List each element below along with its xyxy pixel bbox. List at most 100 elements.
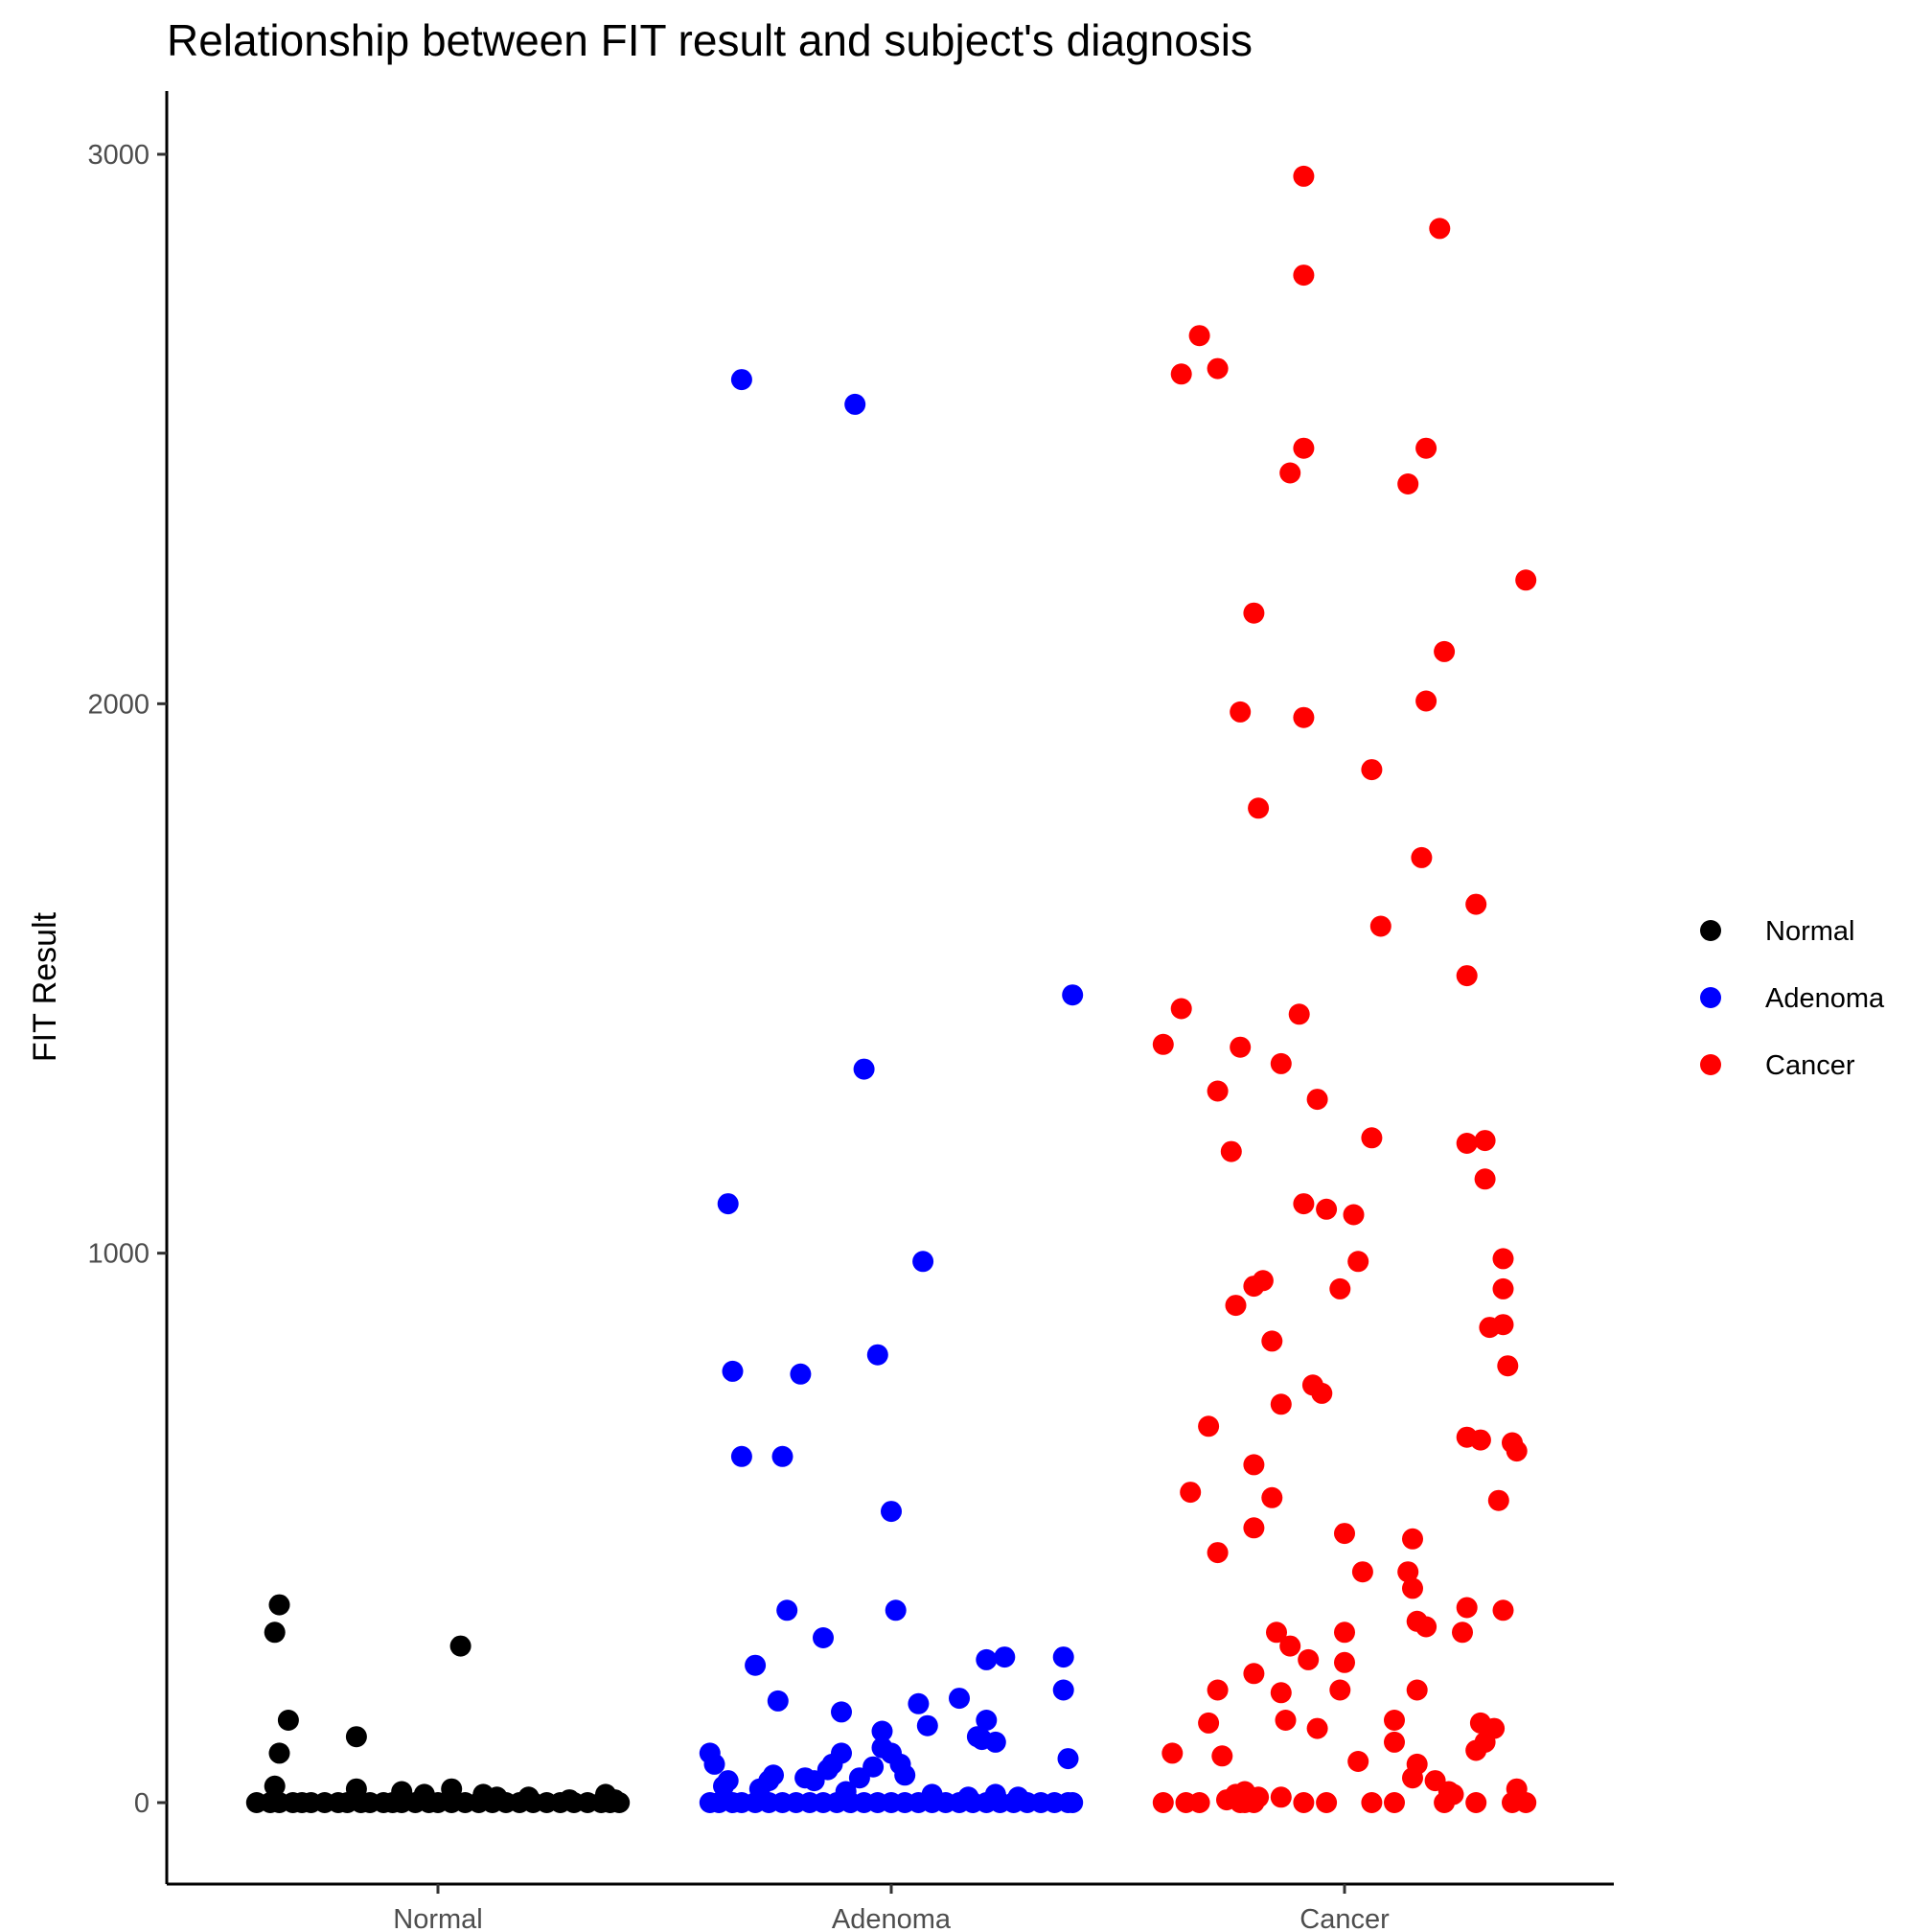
data-point-cancer xyxy=(1515,1792,1537,1813)
data-point-cancer xyxy=(1411,846,1433,868)
data-point-cancer xyxy=(1243,1792,1265,1813)
data-point-cancer xyxy=(1207,1080,1229,1102)
data-point-cancer xyxy=(1270,1786,1292,1808)
data-point-normal xyxy=(559,1789,581,1811)
data-point-cancer xyxy=(1492,1277,1514,1300)
data-point-cancer xyxy=(1288,1003,1310,1025)
data-point-normal xyxy=(441,1778,463,1800)
data-point-adenoma xyxy=(730,1445,752,1467)
data-point-cancer xyxy=(1230,1036,1252,1058)
data-point-cancer xyxy=(1293,165,1315,187)
data-point-cancer xyxy=(1384,1792,1405,1813)
data-point-adenoma xyxy=(984,1731,1006,1753)
data-point-cancer xyxy=(1152,1033,1174,1055)
data-point-cancer xyxy=(1279,462,1301,484)
data-point-cancer xyxy=(1243,1454,1265,1476)
data-point-adenoma xyxy=(771,1445,794,1467)
data-point-cancer xyxy=(1152,1792,1174,1813)
data-point-adenoma xyxy=(966,1726,988,1748)
data-point-normal xyxy=(486,1786,508,1808)
data-point-cancer xyxy=(1487,1489,1509,1511)
data-point-cancer xyxy=(1497,1355,1519,1377)
data-point-cancer xyxy=(1198,1415,1220,1438)
data-point-cancer xyxy=(1456,965,1478,987)
data-point-adenoma xyxy=(794,1767,816,1789)
data-point-cancer xyxy=(1207,1542,1229,1564)
data-point-normal xyxy=(604,1789,626,1811)
data-point-cancer xyxy=(1334,1523,1355,1545)
data-point-cancer xyxy=(1343,1204,1365,1226)
data-point-normal xyxy=(449,1635,472,1657)
data-point-adenoma xyxy=(1062,984,1084,1006)
data-point-cancer xyxy=(1243,1663,1265,1685)
data-point-cancer xyxy=(1361,1127,1383,1149)
data-point-adenoma xyxy=(853,1058,875,1080)
data-point-cancer xyxy=(1456,1133,1478,1154)
data-point-cancer xyxy=(1225,1295,1247,1317)
legend-key-adenoma xyxy=(1700,987,1721,1008)
data-point-normal xyxy=(268,1594,290,1616)
data-point-cancer xyxy=(1492,1248,1514,1270)
y-tick-label: 1000 xyxy=(87,1239,150,1270)
data-point-cancer xyxy=(1293,706,1315,728)
data-point-cancer xyxy=(1316,1792,1338,1813)
data-point-cancer xyxy=(1211,1745,1233,1767)
data-point-adenoma xyxy=(949,1688,970,1710)
data-point-cancer xyxy=(1311,1382,1333,1404)
data-point-adenoma xyxy=(908,1692,930,1714)
data-point-normal xyxy=(518,1786,540,1808)
data-point-adenoma xyxy=(813,1627,834,1648)
legend-key-cancer xyxy=(1700,1054,1721,1075)
y-tick-label: 3000 xyxy=(87,140,150,171)
x-tick-label: Normal xyxy=(393,1904,482,1932)
data-point-adenoma xyxy=(976,1710,998,1731)
legend: Normal Adenoma Cancer xyxy=(1700,916,1885,1081)
data-point-cancer xyxy=(1170,363,1192,385)
data-point-cancer xyxy=(1347,1751,1369,1772)
data-point-adenoma xyxy=(767,1690,789,1712)
data-point-cancer xyxy=(1220,1140,1242,1162)
data-point-cancer xyxy=(1243,1517,1265,1539)
data-point-cancer xyxy=(1384,1710,1405,1731)
data-point-cancer xyxy=(1402,1577,1423,1599)
data-point-cancer xyxy=(1334,1651,1355,1673)
data-point-cancer xyxy=(1506,1440,1528,1462)
data-point-cancer xyxy=(1293,1792,1315,1813)
legend-label-normal: Normal xyxy=(1765,916,1854,947)
data-point-cancer xyxy=(1361,1792,1383,1813)
data-point-cancer xyxy=(1347,1251,1369,1273)
data-point-cancer xyxy=(1162,1742,1184,1764)
data-point-cancer xyxy=(1351,1561,1373,1583)
data-point-cancer xyxy=(1384,1731,1405,1753)
data-point-cancer xyxy=(1270,1393,1292,1415)
chart-title: Relationship between FIT result and subj… xyxy=(167,15,1253,65)
data-point-cancer xyxy=(1207,357,1229,380)
data-point-cancer xyxy=(1270,1052,1292,1074)
data-points xyxy=(245,165,1537,1813)
data-point-adenoma xyxy=(976,1648,998,1670)
data-point-cancer xyxy=(1329,1679,1351,1701)
data-point-normal xyxy=(264,1775,286,1797)
data-point-cancer xyxy=(1275,1710,1297,1731)
data-point-cancer xyxy=(1252,1270,1274,1292)
data-point-cancer xyxy=(1397,473,1419,494)
data-point-adenoma xyxy=(745,1654,767,1676)
data-point-adenoma xyxy=(790,1363,812,1385)
data-point-cancer xyxy=(1474,1731,1496,1753)
data-point-cancer xyxy=(1298,1648,1320,1670)
data-point-cancer xyxy=(1293,1193,1315,1215)
data-point-normal xyxy=(413,1783,435,1806)
data-point-cancer xyxy=(1402,1528,1423,1550)
data-point-cancer xyxy=(1270,1682,1292,1704)
data-point-cancer xyxy=(1230,701,1252,723)
data-point-cancer xyxy=(1402,1767,1423,1789)
data-point-cancer xyxy=(1406,1679,1428,1701)
data-point-cancer xyxy=(1492,1599,1514,1622)
data-point-adenoma xyxy=(763,1764,784,1786)
legend-label-adenoma: Adenoma xyxy=(1765,983,1885,1014)
data-point-cancer xyxy=(1248,797,1270,819)
data-point-cancer xyxy=(1329,1277,1351,1300)
y-axis-title: FIT Result xyxy=(27,911,63,1062)
data-point-cancer xyxy=(1474,1130,1496,1152)
